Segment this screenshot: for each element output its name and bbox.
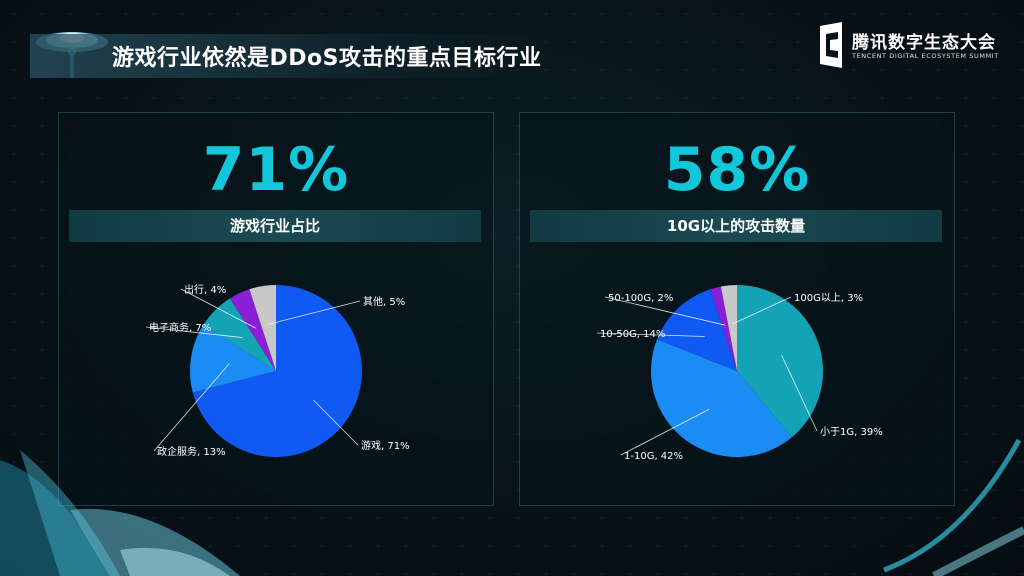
leader-line — [620, 408, 710, 456]
leader-line — [313, 399, 359, 446]
slice-label: 游戏, 71% — [361, 439, 410, 452]
industry-share-panel: 71% 游戏行业占比 游戏, 71% 政企服务, 13% 电子商务, 7% 出行, 4… — [58, 112, 494, 506]
leader-line — [153, 363, 230, 452]
pie-slice-50-100G — [710, 286, 737, 371]
pie-slice-小于1G — [737, 285, 823, 438]
flower-decoration-icon — [0, 450, 240, 576]
slice-label: 电子商务, 7% — [149, 321, 211, 334]
curve-decoration-icon — [883, 438, 1024, 576]
logo-chinese-text: 腾讯数字生态大会 — [852, 33, 996, 53]
pie-slice-其他 — [249, 285, 276, 371]
industry-pie-chart: 游戏, 71% 政企服务, 13% 电子商务, 7% 出行, 4% 其他, 5% — [145, 283, 410, 458]
slide-title: 游戏行业依然是DDoS攻击的重点目标行业 — [112, 46, 542, 71]
tencent-summit-logo: 腾讯数字生态大会 TENCENT DIGITAL ECOSYSTEM SUMMI… — [818, 22, 998, 72]
attack-size-pie-chart: 小于1G, 39% 1-10G, 42% 10-50G, 14% 50-100G, 2… — [596, 285, 883, 462]
leader-line — [732, 296, 792, 325]
logo-mark-icon — [820, 22, 842, 68]
slice-label: 政企服务, 13% — [157, 445, 226, 458]
logo-english-text: TENCENT DIGITAL ECOSYSTEM SUMMIT — [852, 52, 999, 60]
leader-line — [781, 354, 818, 432]
pie-slice-出行 — [229, 289, 276, 371]
leader-line — [180, 288, 257, 329]
slice-label: 其他, 5% — [363, 295, 405, 308]
leader-line — [596, 332, 705, 337]
pie-slice-游戏 — [192, 285, 363, 457]
chart-title: 游戏行业占比 — [69, 210, 481, 242]
leader-line — [268, 300, 361, 325]
slice-label: 10-50G, 14% — [600, 329, 665, 340]
slice-label: 100G以上, 3% — [794, 292, 863, 304]
attack-size-panel: 58% 10G以上的攻击数量 小于1G, 39% 1-10G, 42% 10-50G… — [519, 112, 955, 506]
pie-slice-10-50G — [657, 289, 737, 371]
leader-line — [145, 326, 243, 338]
pie-slice-电子商务 — [203, 298, 276, 371]
slice-label: 小于1G, 39% — [820, 426, 883, 438]
pie-slice-1-10G — [651, 339, 792, 457]
pie-slice-100G以上 — [720, 285, 737, 371]
leader-line — [604, 296, 726, 326]
slice-label: 1-10G, 42% — [624, 451, 683, 462]
pie-slice-政企服务 — [190, 324, 276, 393]
chart-title: 10G以上的攻击数量 — [530, 210, 942, 242]
slice-label: 出行, 4% — [184, 283, 226, 296]
headline-percent: 58% — [663, 135, 811, 205]
title-bar — [30, 34, 560, 78]
headline-percent: 71% — [202, 135, 350, 205]
slice-label: 50-100G, 2% — [608, 293, 673, 304]
